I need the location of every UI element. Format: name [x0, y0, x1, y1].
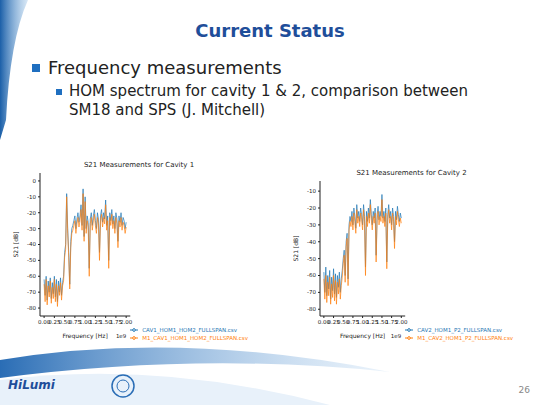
html-text:M1_CAV1_HOM1_HOM2_FULLSPAN.csv: M1_CAV1_HOM1_HOM2_FULLSPAN.csv [142, 334, 248, 341]
html-text:HiLumi: HiLumi [8, 378, 55, 392]
svg-text:2.00: 2.00 [395, 319, 408, 325]
svg-text:-60: -60 [307, 272, 316, 278]
svg-text:1.75: 1.75 [109, 318, 122, 325]
html-text:M1_CAV2_HOM1_P2_FULLSPAN.csv: M1_CAV2_HOM1_P2_FULLSPAN.csv [417, 334, 513, 341]
svg-text:Frequency [Hz]: Frequency [Hz] [340, 332, 385, 340]
svg-text:-80: -80 [307, 306, 316, 312]
html-text:Frequency measurements: Frequency measurements [48, 57, 282, 78]
html-text:0.75 1.00: 0.75 1.00 [68, 318, 92, 325]
svg-text:1.50: 1.50 [375, 318, 389, 325]
svg-text:-70: -70 [27, 289, 36, 295]
html-text:26: 26 [518, 385, 530, 395]
svg-text:-20: -20 [307, 205, 316, 211]
svg-text:-10: -10 [27, 194, 36, 200]
svg-text:1.75: 1.75 [385, 318, 398, 325]
html-text:Current Status: Current Status [195, 20, 345, 41]
html-text:CAV2_HOM1_P2_FULLSPAN.csv: CAV2_HOM1_P2_FULLSPAN.csv [417, 326, 502, 333]
svg-text:-60: -60 [27, 273, 36, 279]
svg-text:2.00: 2.00 [120, 319, 133, 325]
svg-text:0.00: 0.00 [38, 318, 51, 325]
svg-text:-40: -40 [307, 239, 316, 245]
svg-text:1e9: 1e9 [116, 333, 127, 339]
svg-text:-30: -30 [27, 226, 36, 232]
svg-text:Frequency [Hz]: Frequency [Hz] [63, 332, 108, 340]
svg-text:0.75: 0.75 [346, 318, 359, 325]
svg-text:0.50: 0.50 [58, 318, 71, 325]
svg-text:1.50: 1.50 [99, 318, 112, 325]
svg-text:1.25: 1.25 [89, 318, 102, 325]
svg-text:1e9: 1e9 [391, 333, 402, 339]
svg-text:0: 0 [33, 178, 37, 184]
svg-text:1.00: 1.00 [356, 318, 369, 325]
svg-text:-50: -50 [307, 256, 316, 262]
svg-text:0.25: 0.25 [48, 318, 61, 325]
svg-text:-10: -10 [307, 188, 316, 194]
svg-text:-80: -80 [27, 305, 36, 311]
html-text:HOM spectrum for cavity 1 & 2,: HOM spectrum for cavity 1 & 2, compariso… [69, 82, 468, 119]
svg-text:-70: -70 [307, 289, 316, 295]
svg-text:0.00: 0.00 [317, 318, 330, 325]
svg-text:S21 [dB]: S21 [dB] [292, 236, 299, 262]
svg-text:1.25: 1.25 [366, 318, 379, 325]
svg-text:-40: -40 [27, 241, 36, 247]
svg-text:-50: -50 [27, 257, 36, 263]
html-text:CAV1_HOM1_HOM2_FULLSPAN.csv: CAV1_HOM1_HOM2_FULLSPAN.csv [142, 326, 237, 333]
svg-text:0.50: 0.50 [337, 318, 350, 325]
html-text:S21 Measurements for Cavity 1: S21 Measurements for Cavity 1 [83, 161, 195, 169]
svg-text:-30: -30 [307, 222, 316, 228]
svg-text:-20: -20 [27, 210, 36, 216]
svg-text:0.25: 0.25 [327, 318, 340, 325]
html-text:S21 Measurements for Cavity 2: S21 Measurements for Cavity 2 [356, 169, 467, 177]
svg-text:S21 [dB]: S21 [dB] [12, 232, 19, 258]
